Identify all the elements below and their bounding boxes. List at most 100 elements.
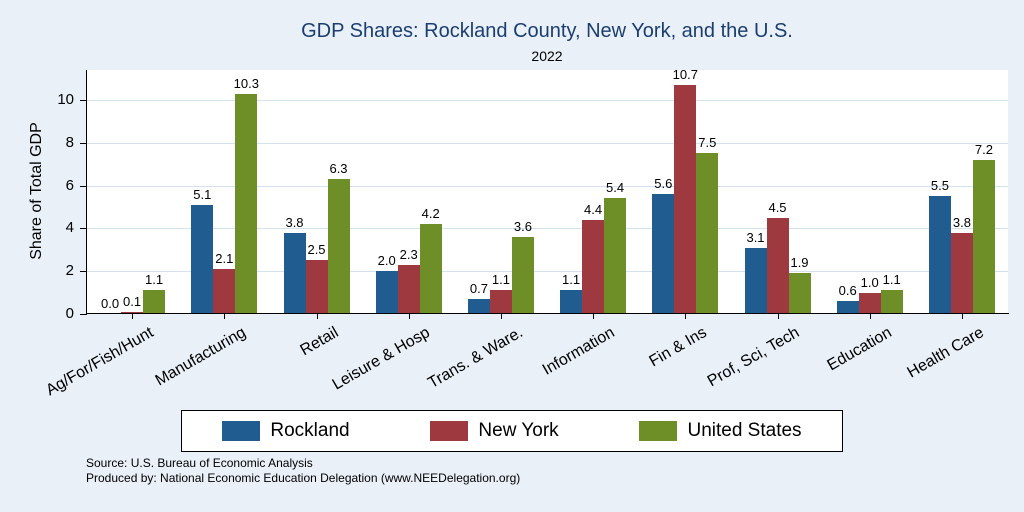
- gridline: [86, 271, 1008, 273]
- x-tick-label: Health Care: [903, 324, 987, 382]
- bar: [582, 220, 605, 314]
- bar: [489, 290, 512, 314]
- bar-value-label: 2.5: [307, 242, 326, 257]
- y-axis-line: [86, 70, 87, 315]
- gridline: [86, 99, 1008, 101]
- bar: [397, 265, 420, 314]
- y-tick-label: 4: [65, 219, 74, 237]
- x-tick-label: Prof, Sci, Tech: [704, 324, 802, 391]
- bar: [191, 205, 214, 314]
- bar-value-label: 10.3: [233, 76, 259, 91]
- bar-value-label: 0.1: [123, 294, 142, 309]
- bar-value-label: 3.1: [746, 230, 765, 245]
- x-tick-label: Information: [539, 324, 618, 379]
- x-tick-mark: [500, 314, 502, 319]
- bar: [766, 218, 789, 314]
- bar-value-label: 4.4: [584, 202, 603, 217]
- x-tick-mark: [132, 314, 134, 319]
- bar: [652, 194, 675, 314]
- x-tick-label: Trans. & Ware.: [424, 324, 526, 392]
- bar: [375, 271, 398, 314]
- y-tick-label: 2: [65, 262, 74, 280]
- bar-value-label: 3.8: [285, 215, 304, 230]
- bar-value-label: 1.1: [491, 272, 510, 287]
- x-tick-mark: [869, 314, 871, 319]
- gridline: [86, 185, 1008, 187]
- bar: [950, 233, 973, 314]
- bar: [305, 260, 328, 314]
- legend-swatch-new-york: [430, 421, 469, 441]
- x-tick-mark: [316, 314, 318, 319]
- x-tick-label: Education: [824, 324, 895, 375]
- bar-value-label: 1.1: [562, 272, 581, 287]
- bar: [419, 224, 442, 314]
- bar-value-label: 0.0: [101, 296, 120, 311]
- bar-value-label: 2.1: [215, 251, 234, 266]
- bar: [880, 290, 903, 314]
- bar: [511, 237, 534, 314]
- x-tick-mark: [224, 314, 226, 319]
- bar-value-label: 6.3: [329, 161, 348, 176]
- bar: [604, 198, 627, 314]
- chart-subtitle: 2022: [531, 48, 563, 64]
- source-note: Source: U.S. Bureau of Economic Analysis…: [86, 456, 520, 486]
- gridline: [86, 228, 1008, 230]
- bar: [327, 179, 350, 314]
- legend: Rockland New York United States: [181, 410, 843, 452]
- bar: [788, 273, 811, 314]
- x-axis-line: [86, 313, 1009, 314]
- legend-item: New York: [430, 420, 559, 442]
- x-tick-mark: [685, 314, 687, 319]
- y-tick-label: 6: [65, 176, 74, 194]
- bar: [744, 248, 767, 314]
- x-tick-label: Retail: [297, 324, 341, 360]
- x-tick-label: Ag/For/Fish/Hunt: [43, 324, 157, 400]
- bar-value-label: 7.2: [974, 142, 993, 157]
- bar-value-label: 5.5: [930, 178, 949, 193]
- y-tick-mark: [80, 99, 86, 101]
- bar: [928, 196, 951, 314]
- bar: [836, 301, 859, 314]
- bar-value-label: 1.1: [882, 272, 901, 287]
- bar-value-label: 2.3: [399, 247, 418, 262]
- bar: [467, 299, 490, 314]
- x-tick-mark: [777, 314, 779, 319]
- y-tick-mark: [80, 314, 86, 315]
- bar-value-label: 0.6: [838, 283, 857, 298]
- bar-value-label: 3.8: [952, 215, 971, 230]
- bar: [143, 290, 166, 314]
- y-tick-label: 8: [65, 133, 74, 151]
- bar: [560, 290, 583, 314]
- bar: [235, 94, 258, 314]
- bar-value-label: 0.7: [469, 281, 488, 296]
- legend-swatch-united-states: [639, 421, 678, 441]
- x-tick-mark: [961, 314, 963, 319]
- bar: [696, 153, 719, 314]
- x-tick-label: Leisure & Hosp: [329, 324, 434, 394]
- bar-value-label: 1.9: [790, 255, 809, 270]
- bar: [674, 85, 697, 314]
- bar-value-label: 5.6: [654, 176, 673, 191]
- gridline: [86, 142, 1008, 144]
- x-tick-label: Manufacturing: [152, 324, 249, 390]
- bar-value-label: 1.0: [860, 275, 879, 290]
- plot-area: 0.0 5.1 3.8 2.0 0.7 1.1 5.6 3.1 0.6 5.5 0.1 2.1 2.5 2…: [86, 67, 1008, 314]
- source-line: Source: U.S. Bureau of Economic Analysis: [86, 456, 313, 470]
- legend-label: Rockland: [270, 420, 350, 441]
- bar: [283, 233, 306, 314]
- bar-value-label: 3.6: [513, 219, 532, 234]
- y-tick-mark: [80, 228, 86, 230]
- legend-label: United States: [687, 420, 802, 441]
- x-tick-label: Fin & Ins: [646, 324, 710, 371]
- y-tick-mark: [80, 142, 86, 144]
- bar: [858, 293, 881, 314]
- legend-item: United States: [639, 420, 802, 442]
- bar-value-label: 4.5: [768, 200, 787, 215]
- bar: [213, 269, 236, 314]
- chart-title: GDP Shares: Rockland County, New York, a…: [301, 20, 793, 42]
- bar-value-label: 2.0: [377, 253, 396, 268]
- bar-value-label: 5.4: [606, 180, 625, 195]
- producer-line: Produced by: National Economic Education…: [86, 471, 521, 485]
- legend-item: Rockland: [222, 420, 350, 442]
